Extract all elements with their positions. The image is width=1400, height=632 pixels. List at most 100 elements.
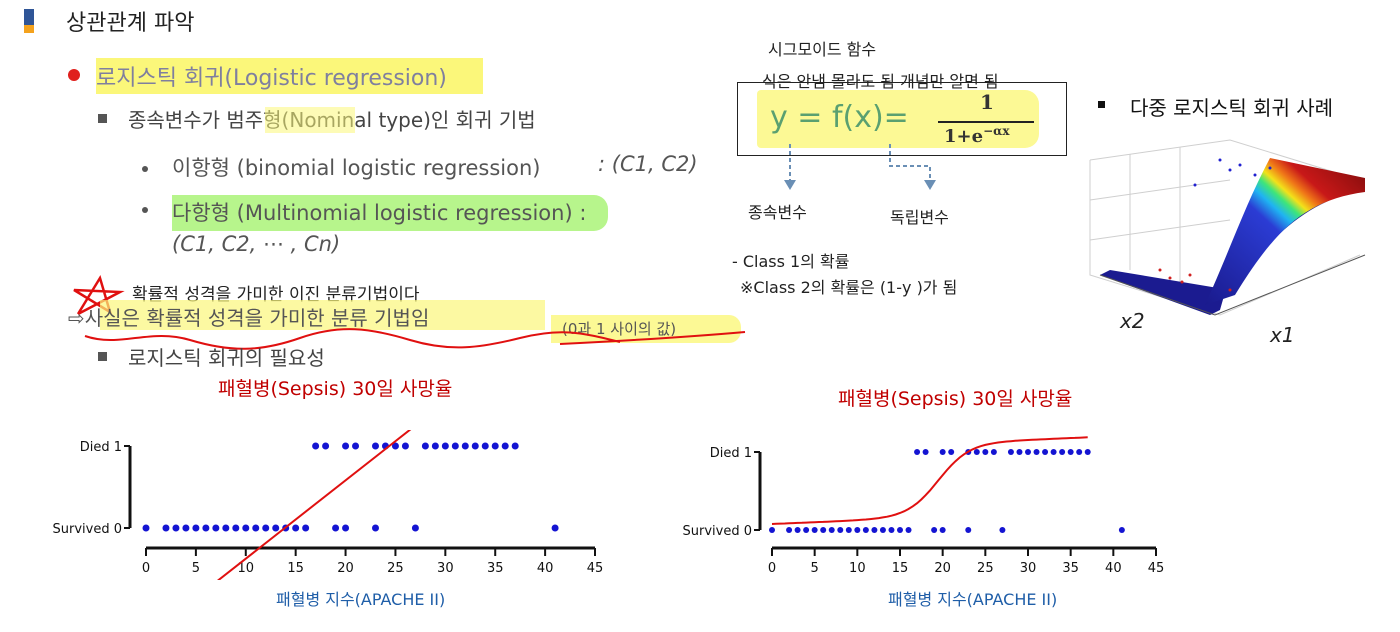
data-point [905, 527, 912, 533]
data-point [803, 527, 810, 533]
data-point [948, 449, 955, 455]
data-point [879, 527, 886, 533]
x1-axis-label: x1 [1269, 323, 1295, 345]
data-point [1042, 449, 1049, 455]
annotation-range: (0과 1 사이의 값) [562, 320, 677, 338]
data-point [441, 442, 449, 450]
data-point [322, 442, 330, 450]
data-point [939, 449, 946, 455]
chart-left: Survived 0 Died 1 0 5 10 15 20 25 30 35 40 45 [53, 430, 604, 580]
data-point [1016, 449, 1023, 455]
data-point [854, 527, 861, 533]
square-bullet-icon [98, 114, 107, 123]
data-point [786, 527, 793, 533]
data-point [862, 527, 869, 533]
data-point [461, 442, 469, 450]
highlight-nominal [265, 107, 355, 133]
x-tick-label: 45 [587, 561, 604, 576]
sub-bullet-necessity: 로지스틱 회귀의 필요성 [128, 346, 325, 370]
x-tick-label: 0 [142, 561, 150, 576]
data-point [411, 524, 419, 532]
multinomial-set: (C1, C2, ⋯ , Cn) [172, 232, 341, 256]
x-tick-label: 5 [192, 561, 200, 576]
data-point [501, 442, 509, 450]
formula-arrows [784, 144, 936, 190]
sigmoid-curve [771, 436, 1088, 525]
data-point [999, 527, 1006, 533]
sigmoid-formula-box [737, 82, 1067, 156]
x-tick-label: 15 [892, 561, 909, 576]
fraction-bar [938, 121, 1034, 123]
data-point [202, 524, 210, 532]
data-point [491, 442, 499, 450]
binomial-item: 이항형 (binomial logistic regression) [172, 156, 541, 180]
x-tick-label: 30 [437, 561, 454, 576]
y-tick-label: Survived 0 [53, 522, 123, 537]
data-point [837, 527, 844, 533]
data-point [312, 442, 320, 450]
data-point [232, 524, 240, 532]
x-tick-label: 20 [337, 561, 354, 576]
x-tick-label: 40 [537, 561, 554, 576]
data-point [1050, 449, 1057, 455]
x-tick-label: 35 [1062, 561, 1079, 576]
data-point [922, 449, 929, 455]
data-point [1033, 449, 1040, 455]
chart-right-title: 패혈병(Sepsis) 30일 사망율 [838, 388, 1073, 410]
chart-right-xlabel: 패혈병 지수(APACHE II) [888, 590, 1058, 609]
data-point [1118, 527, 1125, 533]
data-point [1076, 449, 1083, 455]
chart-right: Survived 0 Died 1 0 5 10 15 20 25 30 35 40 45 [683, 436, 1164, 576]
class2-probability: ※Class 2의 확률은 (1-y )가 됨 [740, 278, 958, 297]
x-tick-label: 10 [849, 561, 866, 576]
x-tick-label: 5 [811, 561, 819, 576]
highlight-formula [757, 90, 1039, 148]
independent-variable-label: 독립변수 [890, 208, 949, 227]
sigmoid-note: 식은 안냄 몰라도 됨 개념만 알면 됨 [762, 72, 999, 91]
data-point [252, 524, 260, 532]
data-point [471, 442, 479, 450]
heading-marker-icon [24, 9, 34, 33]
x-tick-label: 0 [768, 561, 776, 576]
y-tick-label: Died 1 [80, 440, 122, 455]
data-point [973, 449, 980, 455]
data-point [182, 524, 190, 532]
data-point [212, 524, 220, 532]
sigmoid-formula-denominator: 1+e−αx [944, 124, 1010, 147]
data-point [481, 442, 489, 450]
data-point [1084, 449, 1091, 455]
dot-bullet-icon [142, 207, 148, 213]
data-point [1007, 449, 1014, 455]
3d-logistic-surface-figure: x2 x1 [1089, 139, 1366, 345]
data-point [551, 524, 559, 532]
data-point [172, 524, 180, 532]
x-tick-label: 30 [1020, 561, 1037, 576]
data-point [431, 442, 439, 450]
data-point [1067, 449, 1074, 455]
data-point [931, 527, 938, 533]
x-tick-label: 35 [487, 561, 504, 576]
x-tick-label: 40 [1105, 561, 1122, 576]
red-underline-scribble [84, 328, 746, 350]
data-point [142, 524, 150, 532]
x-tick-label: 10 [238, 561, 255, 576]
chart-left-xlabel: 패혈병 지수(APACHE II) [276, 590, 446, 609]
data-point [871, 527, 878, 533]
data-point [939, 527, 946, 533]
data-point [511, 442, 519, 450]
data-point [401, 442, 409, 450]
x-tick-label: 20 [934, 561, 951, 576]
data-point [371, 524, 379, 532]
data-point [982, 449, 989, 455]
x2-axis-label: x2 [1119, 309, 1145, 333]
data-point [794, 527, 801, 533]
x-tick-label: 25 [977, 561, 994, 576]
sigmoid-title: 시그모이드 함수 [768, 40, 877, 59]
data-point [421, 442, 429, 450]
sigmoid-formula-lhs: y = f(x)= [770, 100, 909, 135]
data-point [342, 442, 350, 450]
data-point [769, 527, 775, 533]
data-point [820, 527, 827, 533]
data-point [965, 527, 972, 533]
square-bullet-icon [98, 352, 107, 361]
